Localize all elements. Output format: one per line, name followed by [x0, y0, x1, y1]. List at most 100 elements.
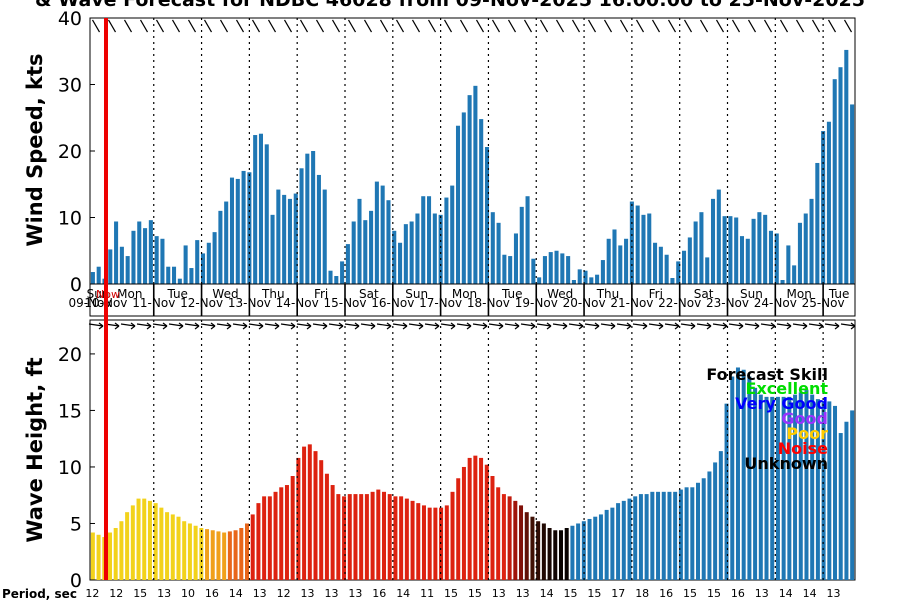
period-value: 14 — [396, 587, 410, 600]
wind-bar — [555, 251, 559, 284]
wind-bar — [473, 86, 477, 284]
wave-bar — [593, 517, 597, 580]
wave-bar — [770, 397, 774, 580]
wave-bar — [302, 447, 306, 580]
wind-ytick-label: 0 — [70, 274, 82, 296]
wave-bar — [268, 496, 272, 580]
wave-bar — [165, 512, 169, 580]
period-value: 15 — [444, 587, 458, 600]
wave-bar — [125, 512, 129, 580]
wave-bar — [565, 528, 569, 580]
wind-bar — [728, 216, 732, 284]
wind-bar — [340, 261, 344, 284]
wind-bar — [114, 221, 118, 284]
wave-bar — [416, 503, 420, 580]
wind-bar — [166, 267, 170, 284]
period-value: 13 — [301, 587, 315, 600]
wave-bar — [485, 465, 489, 580]
wind-bar — [734, 218, 738, 285]
wind-bar — [752, 219, 756, 284]
wave-bar — [667, 492, 671, 580]
wave-bar — [730, 377, 734, 580]
wave-plot-area — [90, 320, 855, 580]
wind-bar — [612, 229, 616, 284]
wind-bar — [746, 239, 750, 284]
wind-bar — [821, 131, 825, 284]
wind-bar — [224, 202, 228, 284]
wave-bar — [685, 487, 689, 580]
wind-bar — [311, 151, 315, 284]
period-value: 16 — [731, 587, 745, 600]
wind-bar — [149, 220, 153, 284]
wave-bar — [508, 496, 512, 580]
wave-bar — [542, 523, 546, 580]
wind-bar — [172, 267, 176, 284]
wind-bar — [282, 195, 286, 284]
wind-bar — [705, 257, 709, 284]
wind-bar — [184, 245, 188, 284]
period-value: 15 — [707, 587, 721, 600]
wave-bar — [713, 462, 717, 580]
wave-bar — [599, 514, 603, 580]
wind-bar — [798, 223, 802, 284]
wave-bar — [279, 487, 283, 580]
wave-bar — [108, 533, 112, 580]
wind-bar — [375, 182, 379, 284]
wind-bar — [653, 243, 657, 284]
wave-bar — [274, 492, 278, 580]
period-value: 11 — [420, 587, 434, 600]
wave-bar — [765, 397, 769, 580]
wind-bar — [427, 196, 431, 284]
wave-bar — [114, 528, 118, 580]
wave-bar — [462, 467, 466, 580]
wave-bar — [690, 487, 694, 580]
wind-bar — [497, 223, 501, 284]
wind-ytick-label: 40 — [58, 8, 82, 30]
wave-bar — [154, 503, 158, 580]
wind-bar — [659, 247, 663, 284]
wind-bar — [201, 253, 205, 284]
wave-bar — [628, 499, 632, 580]
wave-bar — [399, 496, 403, 580]
wind-bar — [120, 247, 124, 284]
period-value: 16 — [205, 587, 219, 600]
wind-bar — [624, 239, 628, 284]
wind-bar — [143, 228, 147, 284]
wave-bar — [325, 474, 329, 580]
wave-bar — [451, 492, 455, 580]
wave-bar — [291, 476, 295, 580]
wave-ylabel: Wave Height, ft — [23, 357, 47, 542]
wind-bar — [792, 265, 796, 284]
wind-bar — [404, 224, 408, 284]
wave-bar — [548, 528, 552, 580]
wave-bar — [142, 499, 146, 580]
wave-bar — [428, 508, 432, 580]
wave-bar — [645, 494, 649, 580]
wave-bar — [844, 422, 848, 580]
period-value: 12 — [109, 587, 123, 600]
wind-bar — [589, 277, 593, 284]
wave-bar — [211, 530, 215, 580]
period-value: 16 — [372, 587, 386, 600]
wind-bar — [838, 67, 842, 284]
wind-bar — [207, 243, 211, 284]
wind-bar — [566, 256, 570, 284]
wave-bar — [194, 526, 198, 580]
wave-bar — [188, 523, 192, 580]
wave-bar — [696, 483, 700, 580]
wind-bar — [305, 154, 309, 284]
wind-bar — [155, 236, 159, 284]
wind-bar — [682, 251, 686, 284]
period-value: 17 — [611, 587, 625, 600]
wind-ylabel: Wind Speed, kts — [23, 53, 47, 246]
wave-bar — [525, 512, 529, 580]
wind-bar — [479, 119, 483, 284]
wind-bar — [815, 163, 819, 284]
wave-bar — [473, 456, 477, 580]
period-value: 12 — [85, 587, 99, 600]
wave-bar — [148, 501, 152, 580]
wind-bar — [386, 200, 390, 284]
wave-bar — [393, 496, 397, 580]
period-value: 14 — [229, 587, 243, 600]
wave-bar — [553, 530, 557, 580]
